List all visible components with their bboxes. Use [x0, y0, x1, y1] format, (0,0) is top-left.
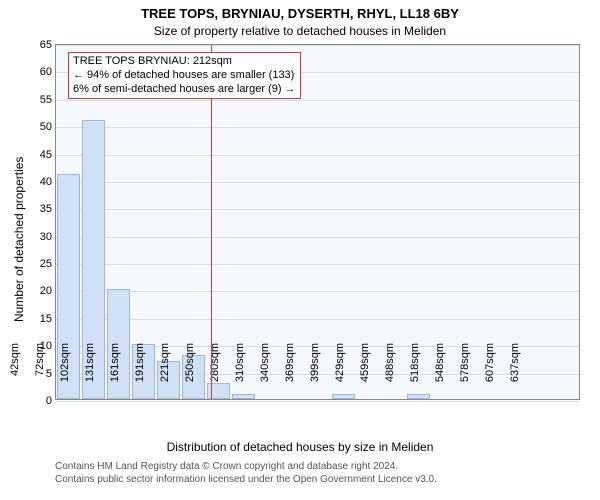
y-tick-label: 30 [40, 231, 56, 243]
gridline-h [56, 45, 579, 46]
x-tick-label: 369sqm [284, 343, 296, 403]
x-tick-label: 637sqm [509, 343, 521, 403]
x-tick-label: 548sqm [434, 343, 446, 403]
gridline-h [56, 264, 579, 265]
x-tick-label: 310sqm [234, 343, 246, 403]
chart-title-2: Size of property relative to detached ho… [0, 24, 600, 38]
gridline-h [56, 291, 579, 292]
x-tick-label: 161sqm [109, 343, 121, 403]
annotation-line: ← 94% of detached houses are smaller (13… [73, 69, 296, 83]
x-tick-label: 191sqm [134, 343, 146, 403]
x-tick-label: 72sqm [34, 343, 46, 403]
x-tick-label: 340sqm [259, 343, 271, 403]
y-tick-label: 20 [40, 285, 56, 297]
x-tick-label: 578sqm [459, 343, 471, 403]
annotation-box: TREE TOPS BRYNIAU: 212sqm← 94% of detach… [68, 52, 301, 99]
x-tick-label: 429sqm [334, 343, 346, 403]
y-tick-label: 0 [46, 395, 56, 407]
gridline-h [56, 127, 579, 128]
y-tick-label: 35 [40, 203, 56, 215]
gridline-h [56, 237, 579, 238]
footer-line: Contains public sector information licen… [55, 473, 437, 486]
footer-line: Contains HM Land Registry data © Crown c… [55, 460, 437, 473]
y-tick-label: 15 [40, 313, 56, 325]
x-tick-label: 250sqm [184, 343, 196, 403]
x-tick-label: 488sqm [384, 343, 396, 403]
annotation-line: TREE TOPS BRYNIAU: 212sqm [73, 55, 296, 69]
gridline-h [56, 319, 579, 320]
x-axis-label: Distribution of detached houses by size … [0, 440, 600, 454]
footer-attribution: Contains HM Land Registry data © Crown c… [55, 460, 437, 486]
y-axis-label: Number of detached properties [12, 157, 26, 322]
x-tick-label: 131sqm [84, 343, 96, 403]
annotation-line: 6% of semi-detached houses are larger (9… [73, 83, 296, 97]
y-tick-label: 55 [40, 94, 56, 106]
y-tick-label: 40 [40, 176, 56, 188]
gridline-h [56, 155, 579, 156]
x-tick-label: 518sqm [409, 343, 421, 403]
x-tick-label: 607sqm [484, 343, 496, 403]
y-tick-label: 65 [40, 39, 56, 51]
y-tick-label: 45 [40, 149, 56, 161]
gridline-h [56, 209, 579, 210]
gridline-h [56, 182, 579, 183]
x-tick-label: 399sqm [309, 343, 321, 403]
y-tick-label: 50 [40, 121, 56, 133]
x-tick-label: 459sqm [359, 343, 371, 403]
chart-title-1: TREE TOPS, BRYNIAU, DYSERTH, RHYL, LL18 … [0, 6, 600, 21]
x-tick-label: 221sqm [159, 343, 171, 403]
y-tick-label: 60 [40, 66, 56, 78]
gridline-h [56, 100, 579, 101]
x-tick-label: 42sqm [9, 343, 21, 403]
x-tick-label: 102sqm [59, 343, 71, 403]
y-tick-label: 25 [40, 258, 56, 270]
y-tick-label: 5 [46, 368, 56, 380]
